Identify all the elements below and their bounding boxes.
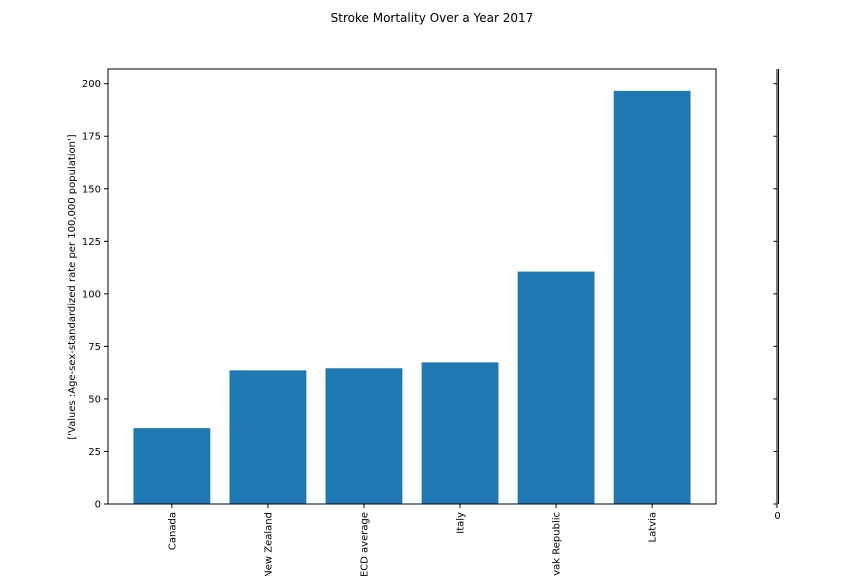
x-tick-label: OECD average — [359, 512, 370, 576]
y-ticks-group: 0 25 50 75 100 125 150 175 200 — [82, 79, 108, 511]
bar-slovak-republic — [517, 271, 595, 504]
y-tick-label: 125 — [82, 237, 101, 248]
x-tick-label: Latvia — [648, 512, 659, 542]
y-axis-label: ['Values :Age-sex-standardized rate per … — [67, 134, 78, 439]
bar-new-zealand — [229, 370, 307, 504]
chart-title: Stroke Mortality Over a Year 2017 — [331, 11, 534, 25]
bar-latvia — [613, 90, 691, 504]
bars-group — [133, 90, 691, 504]
plot-frame — [107, 68, 717, 505]
y-tick-label: 150 — [82, 184, 101, 195]
y-tick-label: 200 — [82, 79, 101, 90]
x-tick-label: Canada — [167, 512, 178, 550]
side-axis: 0 — [773, 69, 781, 522]
x-tick-label: Slovak Republic — [552, 512, 563, 576]
y-tick-label: 175 — [82, 132, 101, 143]
y-tick-label: 100 — [82, 289, 101, 300]
y-tick-label: 0 — [95, 500, 101, 511]
side-axis-tick-label: 0 — [774, 511, 780, 522]
bar-canada — [133, 428, 211, 504]
y-tick-label: 75 — [88, 342, 101, 353]
bar-italy — [421, 362, 499, 504]
y-tick-label: 25 — [88, 447, 101, 458]
bar-oecd-average — [325, 368, 403, 504]
y-tick-label: 50 — [88, 394, 101, 405]
x-tick-label: New Zealand — [263, 512, 274, 576]
x-tick-label: Italy — [456, 512, 467, 534]
x-ticks-group: Canada New Zealand OECD average Italy Slovak… — [167, 504, 659, 576]
